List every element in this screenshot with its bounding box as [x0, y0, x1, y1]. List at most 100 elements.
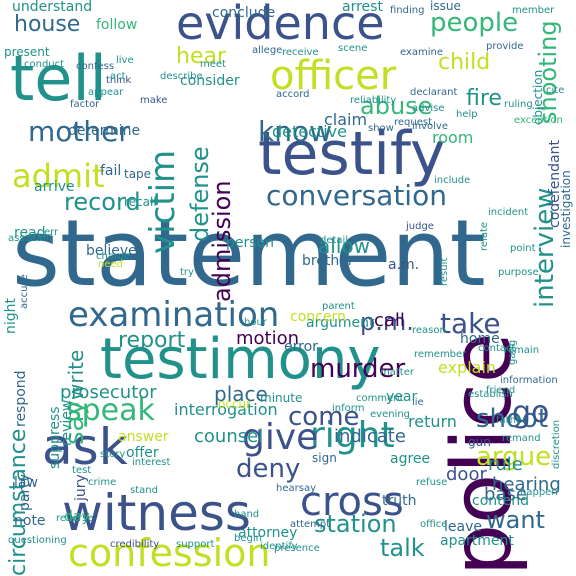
word-contend: contend — [472, 493, 529, 509]
word-attempt: attempt — [290, 519, 331, 530]
word-murder: murder — [310, 354, 406, 384]
word-need: need — [98, 259, 123, 270]
word-comment: comment — [356, 393, 404, 404]
word-agree: agree — [390, 451, 431, 467]
word-year: year — [386, 389, 418, 405]
word-present: present — [4, 45, 50, 59]
word-offer: offer — [126, 445, 159, 461]
word-station: station — [314, 510, 397, 538]
word-credibility: credibility — [110, 539, 160, 550]
word-friend: friend — [486, 385, 516, 396]
word-questioning: questioning — [8, 535, 67, 546]
word-understand: understand — [12, 0, 93, 15]
word-house: house — [14, 12, 81, 37]
word-call: call — [374, 310, 405, 331]
word-story: story — [100, 449, 126, 460]
word-determine: determine — [68, 123, 141, 139]
word-interrogation: interrogation — [174, 400, 278, 419]
word-day: day — [64, 509, 90, 525]
word-advise: advise — [412, 103, 445, 114]
word-place: place — [214, 382, 268, 406]
word-hand: hand — [234, 509, 260, 520]
word-record: record — [64, 188, 141, 216]
word-testify: testify — [258, 119, 446, 189]
word-examination: examination — [68, 295, 280, 335]
word-interest: interest — [132, 457, 171, 468]
word-cite: cite — [546, 85, 565, 96]
word-deny: deny — [236, 454, 301, 484]
word-remain: remain — [504, 345, 540, 356]
word-arrest: arrest — [342, 0, 383, 15]
word-cross: cross — [300, 479, 404, 525]
word-leave: leave — [444, 519, 482, 535]
word-assistant: assistant — [8, 233, 53, 244]
word-argue: argue — [476, 442, 552, 472]
word-indicate: indicate — [334, 426, 406, 447]
word-answer: answer — [118, 429, 169, 445]
word-testimony: testimony — [100, 327, 381, 392]
word-reliability: reliability — [350, 95, 397, 106]
word-mother: mother — [28, 115, 130, 148]
word-father: father — [496, 415, 527, 426]
word-brother: brother — [302, 253, 354, 269]
word-examine: examine — [400, 47, 444, 58]
word-conduct: conduct — [24, 59, 65, 70]
word-door: door — [446, 464, 487, 485]
word-establish: establish — [468, 389, 513, 400]
word-involve: involve — [412, 121, 449, 132]
word-rule: rule — [488, 454, 523, 475]
word-believe: believe — [86, 243, 137, 259]
word-argument: argument — [306, 315, 375, 331]
word-jury: jury — [73, 474, 89, 501]
word-finding: finding — [390, 5, 425, 16]
word-hearing: hearing — [492, 474, 561, 495]
word-identify: identify — [260, 541, 298, 552]
word-minute: minute — [260, 391, 303, 405]
word-motion: motion — [236, 328, 300, 349]
word-speak: speak — [66, 393, 155, 428]
word-provide: provide — [486, 41, 524, 52]
word-begin: begin — [234, 533, 262, 544]
word-counsel: counsel — [194, 426, 264, 447]
word-declarant: declarant — [410, 87, 458, 98]
word-law: law — [14, 475, 38, 491]
word-respond: respond — [13, 370, 29, 427]
word-prosecutor: prosecutor — [60, 382, 157, 403]
word-stand: stand — [130, 485, 158, 496]
word-detective: detective — [272, 122, 347, 141]
word-return: return — [408, 412, 457, 431]
word-issue: issue — [430, 0, 461, 13]
word-make: make — [140, 95, 168, 106]
word-request: request — [394, 117, 433, 128]
word-exception: exception — [514, 115, 563, 126]
word-conversation: conversation — [266, 179, 447, 212]
word-error: error — [284, 339, 318, 355]
word-describe: describe — [160, 71, 203, 82]
word-occur: occur — [218, 397, 252, 411]
word-reason: reason — [412, 325, 446, 336]
word-hearsay: hearsay — [276, 483, 316, 494]
word-p-m: p.m. — [360, 308, 414, 336]
word-inform: inform — [332, 403, 365, 414]
word-appear: appear — [88, 87, 124, 98]
word-note: note — [14, 513, 46, 529]
word-abuse: abuse — [360, 92, 433, 120]
word-recall: recall — [124, 195, 157, 209]
word-give: give — [242, 417, 319, 458]
word-explain: explain — [438, 358, 497, 377]
word-refuse: refuse — [416, 477, 448, 488]
word-report: report — [118, 328, 186, 353]
word-allege: allege — [252, 45, 283, 56]
word-tell: tell — [10, 42, 107, 115]
word-admit: admit — [12, 157, 105, 195]
word-suppress: suppress — [47, 406, 63, 469]
word-presence: presence — [274, 543, 320, 554]
word-help: help — [456, 109, 478, 120]
word-act: act — [110, 71, 126, 82]
word-statement: statement — [12, 200, 486, 307]
word-live: live — [116, 55, 134, 66]
word-allow: allow — [318, 234, 370, 258]
word-hour: hour — [244, 317, 267, 328]
word-accuse: accuse — [19, 274, 30, 309]
